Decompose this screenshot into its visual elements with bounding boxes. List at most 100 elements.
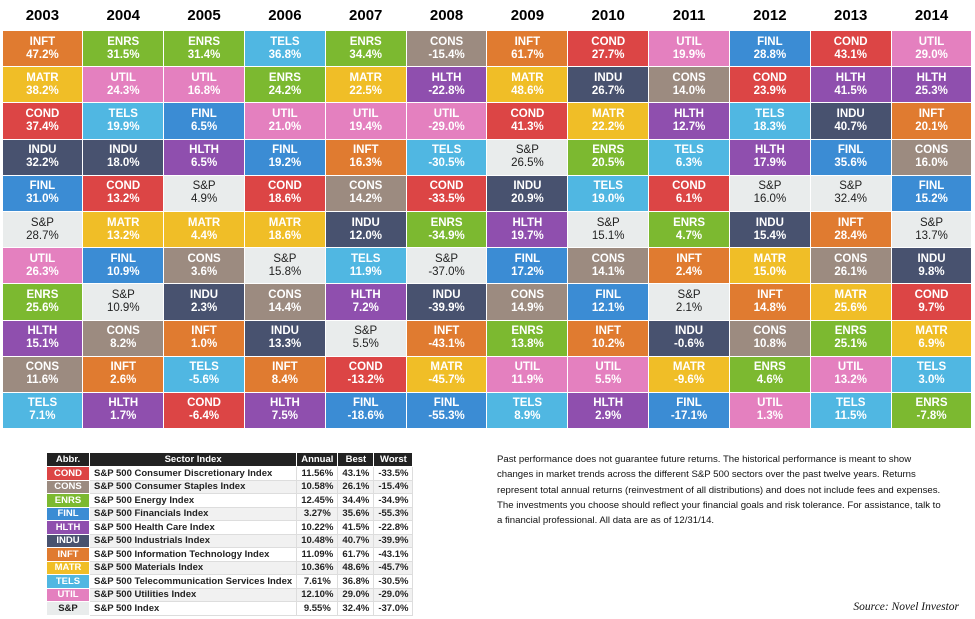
sector-cell: ENRS 34.4% <box>325 31 406 67</box>
sector-cell: INFT 28.4% <box>810 211 891 248</box>
sector-cell: CONS 3.6% <box>164 248 244 284</box>
sector-abbr: INDU <box>674 325 704 338</box>
sector-return: -15.4% <box>428 48 465 61</box>
sector-cell: CONS 8.2% <box>83 320 164 356</box>
legend-best: 26.1% <box>337 479 375 494</box>
sector-cell: S&P -37.0% <box>406 248 487 284</box>
sector-cell: INFT 47.2% <box>2 31 83 67</box>
sector-abbr: CONS <box>834 252 868 265</box>
sector-return: 4.4% <box>190 229 218 242</box>
sector-abbr: MATR <box>430 361 463 374</box>
sector-return: 18.6% <box>268 193 302 206</box>
legend-row: ENRS S&P 500 Energy Index 12.45% 34.4% -34.9… <box>46 493 414 508</box>
sector-abbr: INFT <box>918 107 945 120</box>
legend-sector-name: S&P 500 Consumer Staples Index <box>88 479 298 494</box>
sector-cell: CONS 14.2% <box>325 175 406 211</box>
sector-return: 2.9% <box>595 410 622 423</box>
sector-return: -9.6% <box>674 374 705 387</box>
sector-cell: HLTH 7.5% <box>244 392 325 429</box>
sector-cell: MATR 48.6% <box>487 67 568 103</box>
sector-abbr: UTIL <box>272 107 298 120</box>
sector-abbr: FINL <box>757 35 783 48</box>
sector-abbr: FINL <box>191 107 217 120</box>
sector-return: 7.1% <box>29 410 56 423</box>
legend-annual: 10.22% <box>296 520 339 535</box>
sector-abbr: INFT <box>191 325 217 338</box>
legend-abbr: S&P <box>46 601 90 616</box>
sector-cell: UTIL 19.9% <box>649 31 729 67</box>
legend-worst: -15.4% <box>373 479 414 494</box>
sector-cell: FINL 19.2% <box>244 139 325 175</box>
returns-grid: 2003 2004 2005 2006 2007 2008 2009 2010 2011 2012… <box>2 0 972 429</box>
year-label: 2003 <box>25 7 60 24</box>
sector-cell: INDU 40.7% <box>810 103 891 139</box>
sector-abbr: HLTH <box>431 71 462 84</box>
sector-cell: HLTH 15.1% <box>2 320 83 356</box>
sector-abbr: COND <box>429 180 464 193</box>
sector-cell: COND -6.4% <box>164 392 244 429</box>
sector-abbr: S&P <box>758 180 782 193</box>
sector-abbr: S&P <box>515 144 539 157</box>
sector-abbr: COND <box>591 35 626 48</box>
sector-abbr: COND <box>914 288 949 301</box>
sector-return: 48.6% <box>511 84 544 97</box>
sector-cell: MATR -45.7% <box>406 356 487 392</box>
sector-return: 18.3% <box>753 120 787 133</box>
sector-abbr: MATR <box>511 71 544 84</box>
sector-cell: TELS -5.6% <box>164 356 244 392</box>
sector-abbr: COND <box>752 71 787 84</box>
sector-cell: HLTH 17.9% <box>729 139 810 175</box>
sector-cell: MATR 25.6% <box>810 284 891 320</box>
sector-return: 12.0% <box>349 229 383 242</box>
sector-abbr: HLTH <box>512 216 543 229</box>
legend-annual: 10.48% <box>296 533 339 548</box>
sector-cell: ENRS 4.7% <box>649 211 729 248</box>
sector-cell: HLTH 12.7% <box>649 103 729 139</box>
sector-return: 13.2% <box>106 229 140 242</box>
year-column: INFT 47.2% MATR 38.2% COND 37.4% INDU 32.2% FINL… <box>2 31 83 429</box>
sector-abbr: HLTH <box>350 288 381 301</box>
sector-abbr: TELS <box>27 397 58 410</box>
sector-cell: COND 18.6% <box>244 175 325 211</box>
sector-cell: CONS 14.9% <box>487 284 568 320</box>
sector-abbr: ENRS <box>511 325 544 338</box>
sector-return: -34.9% <box>428 229 465 242</box>
sector-return: 35.6% <box>834 157 867 170</box>
sector-return: 2.4% <box>675 265 703 278</box>
legend-row: HLTH S&P 500 Health Care Index 10.22% 41.5%… <box>46 520 414 535</box>
sector-cell: S&P 4.9% <box>164 175 244 211</box>
sector-abbr: INFT <box>757 288 783 301</box>
legend-abbr: FINL <box>46 506 90 521</box>
sector-return: 14.4% <box>268 301 302 314</box>
legend-worst: -37.0% <box>373 601 414 616</box>
sector-return: 41.3% <box>511 120 544 133</box>
legend-header-cell: Annual <box>296 452 339 467</box>
sector-cell: CONS 10.8% <box>729 320 810 356</box>
sector-cell: HLTH 2.9% <box>568 392 649 429</box>
sector-return: 23.9% <box>753 84 787 97</box>
sector-cell: CONS 16.0% <box>891 139 972 175</box>
legend-best: 32.4% <box>337 601 375 616</box>
sector-cell: MATR 38.2% <box>2 67 83 103</box>
sector-abbr: MATR <box>187 216 221 229</box>
legend-best: 29.0% <box>337 587 375 602</box>
sector-abbr: CONS <box>429 35 464 48</box>
sector-return: 14.1% <box>591 265 625 278</box>
sector-abbr: CONS <box>591 252 625 265</box>
sector-return: 19.2% <box>268 157 302 170</box>
sector-abbr: INDU <box>351 216 380 229</box>
sector-cell: INFT 2.4% <box>649 248 729 284</box>
sector-cell: INDU 20.9% <box>487 175 568 211</box>
sector-return: 26.1% <box>834 265 867 278</box>
legend-row: S&P S&P 500 Index 9.55% 32.4% -37.0% <box>46 601 414 616</box>
sector-return: 27.7% <box>591 48 625 61</box>
year-label: 2004 <box>106 7 140 24</box>
sector-return: -43.1% <box>428 338 465 351</box>
sector-return: 19.7% <box>511 229 544 242</box>
legend-abbr: TELS <box>46 574 90 589</box>
sector-abbr: S&P <box>30 216 54 229</box>
legend-abbr: ENRS <box>46 493 90 508</box>
year-column: UTIL 19.9% CONS 14.0% HLTH 12.7% TELS 6.3% COND 6… <box>649 31 730 429</box>
sector-cell: FINL -18.6% <box>325 392 406 429</box>
sector-return: -22.8% <box>428 84 465 97</box>
